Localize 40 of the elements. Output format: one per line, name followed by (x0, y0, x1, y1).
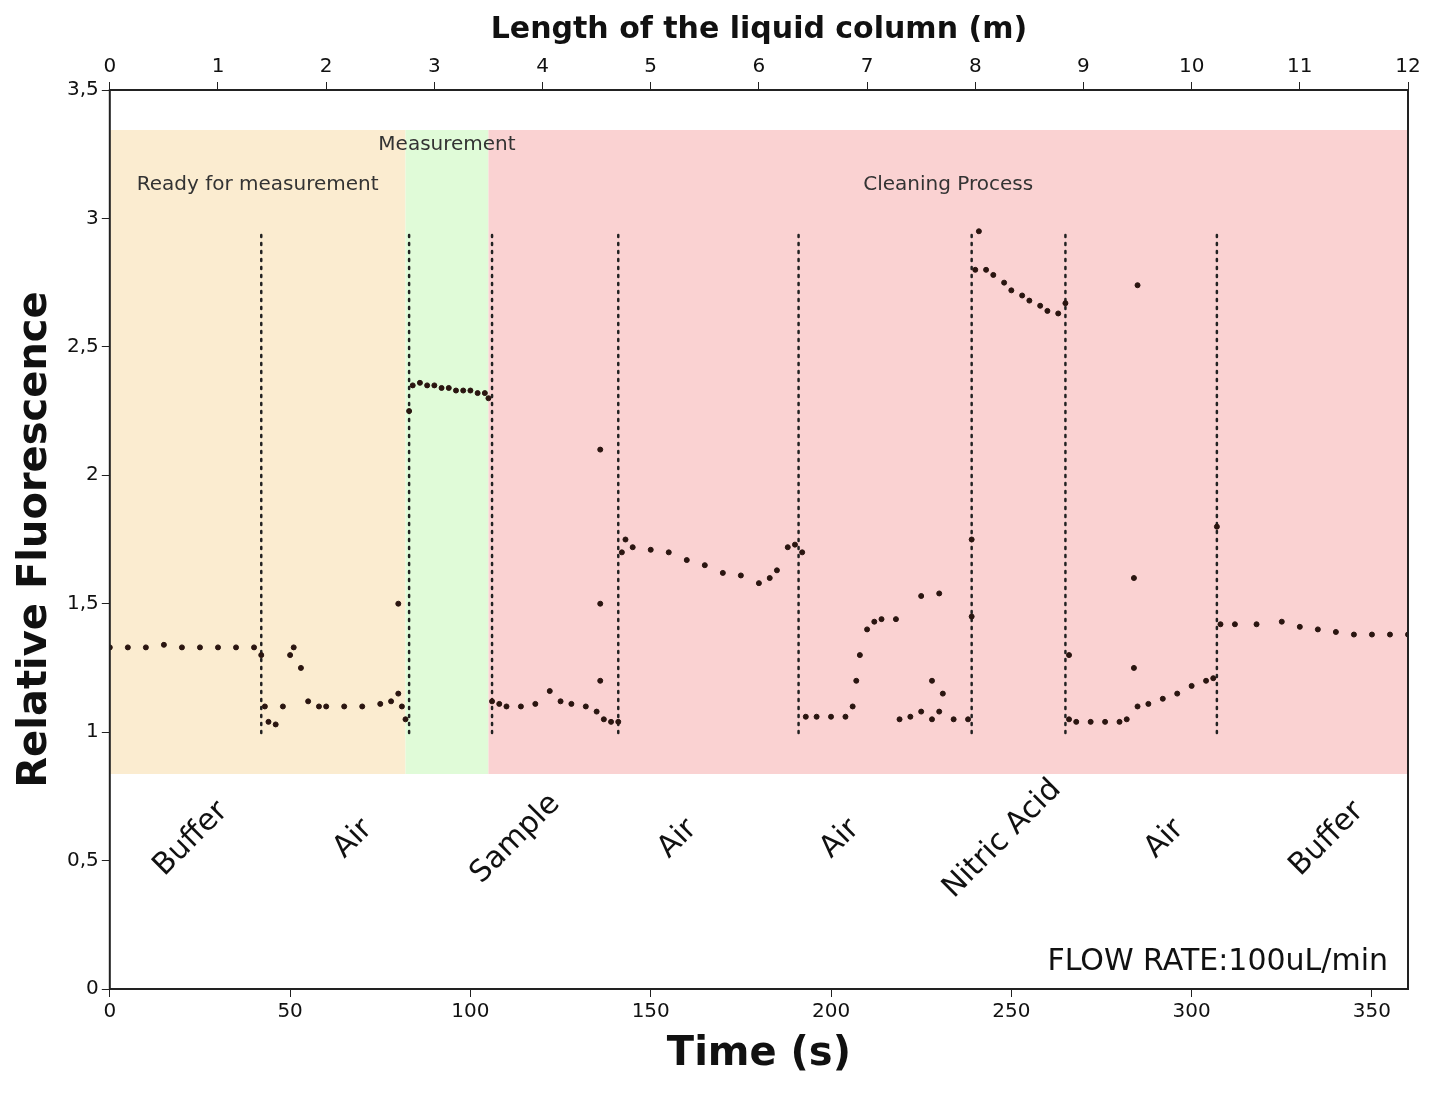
y-tick-label: 1,5 (66, 589, 99, 614)
y-tick-label: 3 (86, 204, 99, 229)
x2-tick-label: 4 (536, 53, 549, 78)
y-tick-label: 2,5 (66, 333, 99, 358)
x2-tick-label: 8 (968, 53, 982, 78)
x-tick-label: 100 (451, 998, 490, 1023)
x2-tick-label: 10 (1178, 53, 1205, 78)
x2-tick-label: 9 (1077, 53, 1090, 78)
annotation: Air (811, 809, 866, 865)
annotation: Air (648, 809, 704, 865)
x2-tick-label: 5 (644, 53, 658, 78)
x2-tick-label: 12 (1395, 53, 1421, 78)
x-axis-title: Time (s) (666, 1028, 851, 1075)
x-tick-label: 300 (1172, 998, 1211, 1023)
annotation: FLOW RATE:100uL/min (1047, 941, 1388, 977)
y-tick-label: 1 (86, 718, 99, 743)
x2-tick-label: 2 (319, 53, 333, 78)
annotation: Air (324, 809, 379, 865)
x-tick-label: 250 (992, 998, 1031, 1023)
y-tick-label: 0 (86, 975, 99, 1000)
y-axis-title: Relative Fluorescence (9, 291, 56, 788)
x2-tick-label: 11 (1287, 53, 1313, 78)
annotation: Air (1135, 809, 1191, 865)
x-tick-label: 50 (277, 998, 303, 1023)
x2-tick-label: 3 (427, 53, 441, 78)
band-label: Ready for measurement (136, 171, 379, 196)
x-tick-label: 350 (1352, 998, 1392, 1023)
band-label: Cleaning Process (863, 171, 1034, 196)
x2-tick-label: 0 (103, 53, 117, 78)
x-tick-label: 0 (103, 998, 117, 1023)
x-tick-label: 150 (631, 998, 670, 1023)
x2-axis-title: Length of the liquid column (m) (490, 9, 1028, 45)
y-tick-label: 0,5 (66, 846, 99, 871)
x2-tick-label: 7 (860, 53, 874, 78)
y-tick-label: 3,5 (66, 76, 99, 101)
x2-tick-label: 6 (752, 53, 766, 78)
y-tick-label: 2 (86, 461, 99, 486)
band-label: Measurement (378, 131, 516, 156)
x-tick-label: 200 (811, 998, 851, 1023)
x2-tick-label: 1 (211, 53, 225, 78)
